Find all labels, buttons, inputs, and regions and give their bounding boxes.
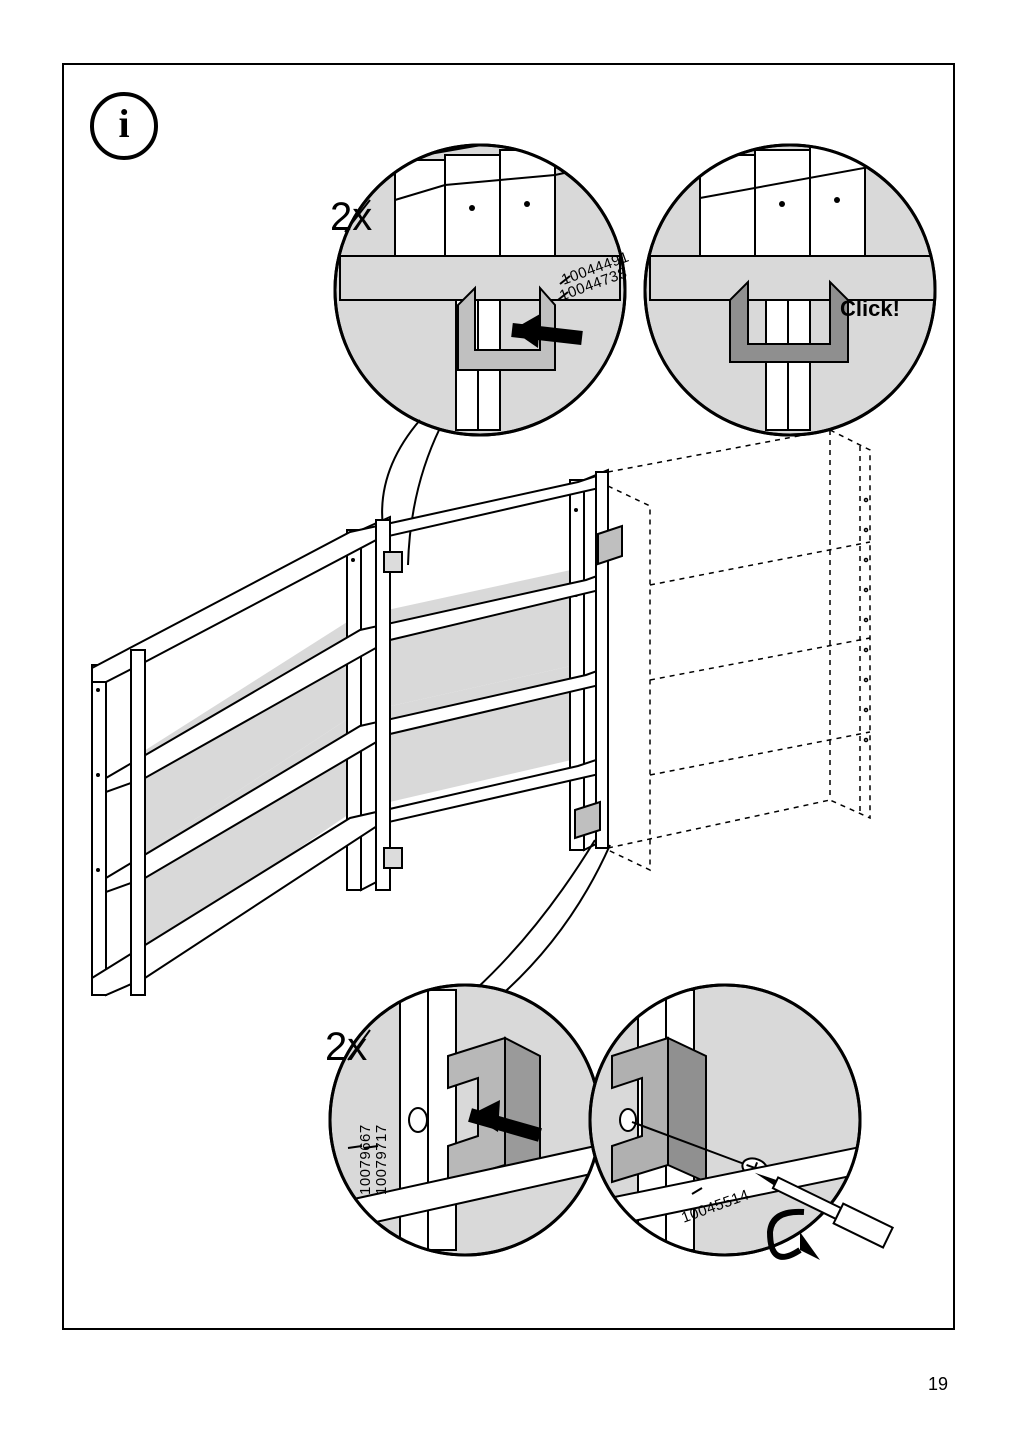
bottom-qty: 2x [325,1025,367,1070]
bottom-partnum-2: 10079717 [373,1124,390,1195]
page: i [0,0,1012,1432]
bottom-partnum-1: 10079667 [357,1124,374,1195]
top-qty: 2x [330,195,372,240]
bottom-detail-svg [0,960,1012,1360]
click-label: Click! [840,296,900,322]
top-detail-svg [0,0,1012,500]
main-view [0,430,1012,1030]
page-number: 19 [928,1374,948,1395]
